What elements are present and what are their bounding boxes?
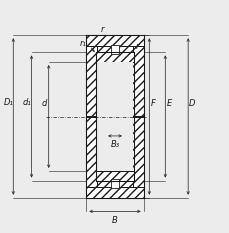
Text: D: D (188, 99, 194, 108)
Bar (86, 116, 97, 187)
Bar (132, 46, 143, 116)
Bar (97, 46, 132, 52)
Bar (124, 116, 134, 171)
Bar (97, 62, 132, 171)
Bar (95, 171, 134, 181)
Bar (97, 181, 132, 187)
Text: d₁: d₁ (22, 98, 31, 107)
Text: r: r (136, 42, 139, 51)
Bar (86, 46, 97, 116)
Bar (132, 116, 143, 187)
Bar (124, 62, 134, 116)
Text: r: r (100, 25, 104, 34)
Text: B: B (112, 216, 117, 225)
Bar (95, 62, 105, 116)
Bar (95, 52, 134, 62)
Text: D₁: D₁ (4, 98, 14, 107)
Text: B₃: B₃ (110, 140, 119, 149)
Text: r₁: r₁ (79, 39, 86, 48)
Bar (86, 187, 143, 198)
Bar (110, 45, 119, 54)
Bar (95, 116, 105, 171)
Bar (105, 62, 124, 171)
Bar (110, 179, 119, 188)
Text: d: d (42, 99, 47, 108)
Text: E: E (166, 99, 171, 108)
Bar (86, 35, 143, 46)
Text: F: F (150, 99, 155, 108)
